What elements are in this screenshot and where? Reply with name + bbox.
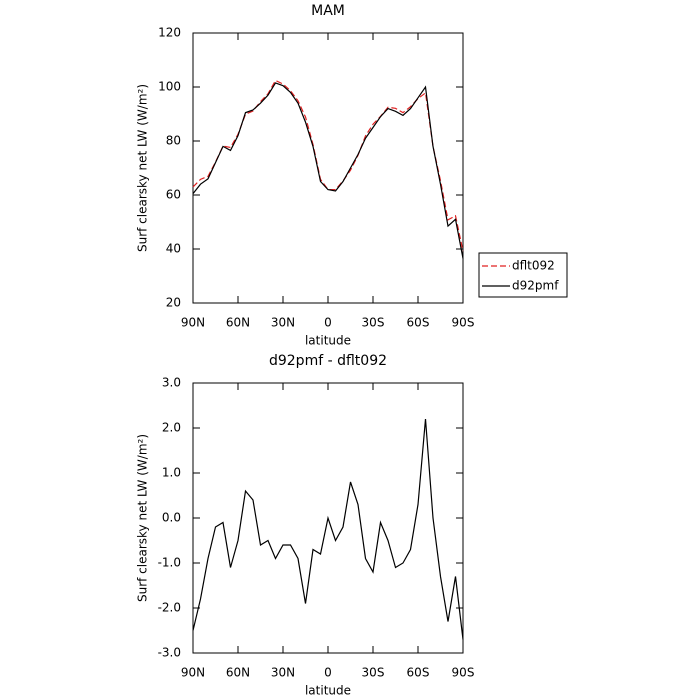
x-tick-label: 30S: [362, 316, 385, 330]
chart-title: d92pmf - dflt092: [269, 353, 387, 369]
x-tick-label: 0: [324, 666, 332, 680]
x-tick-label: 60N: [226, 666, 250, 680]
plot-frame: [192, 32, 464, 304]
x-tick-label: 60S: [407, 316, 430, 330]
y-tick-label: -3.0: [158, 646, 181, 660]
data-line: [192, 82, 464, 259]
y-axis-label: Surf clearsky net LW (W/m²): [136, 84, 150, 252]
x-axis-label: latitude: [305, 684, 351, 698]
x-tick-label: 90N: [181, 316, 205, 330]
y-tick-label: 1.0: [162, 466, 181, 480]
x-tick-label: 30N: [271, 316, 295, 330]
y-tick-label: 0.0: [162, 511, 181, 525]
x-tick-label: 60N: [226, 316, 250, 330]
y-tick-label: -1.0: [158, 556, 181, 570]
y-tick-label: 100: [158, 80, 181, 94]
x-tick-label: 90N: [181, 666, 205, 680]
x-tick-label: 90S: [452, 316, 475, 330]
legend-box: [478, 252, 568, 298]
legend-label: d92pmf: [512, 279, 559, 293]
x-tick-label: 30S: [362, 666, 385, 680]
y-tick-label: 2.0: [162, 421, 181, 435]
y-tick-label: 80: [166, 134, 181, 148]
y-tick-label: 3.0: [162, 376, 181, 390]
y-tick-label: 60: [166, 188, 181, 202]
y-axis-label: Surf clearsky net LW (W/m²): [136, 434, 150, 602]
y-tick-label: 40: [166, 242, 181, 256]
x-tick-label: 0: [324, 316, 332, 330]
y-tick-label: 20: [166, 296, 181, 310]
x-tick-label: 90S: [452, 666, 475, 680]
chart-title: MAM: [311, 3, 345, 19]
legend-label: dflt092: [512, 259, 555, 273]
y-tick-label: 120: [158, 26, 181, 40]
x-tick-label: 30N: [271, 666, 295, 680]
x-axis-label: latitude: [305, 334, 351, 348]
x-tick-label: 60S: [407, 666, 430, 680]
y-tick-label: -2.0: [158, 601, 181, 615]
data-line: [192, 79, 464, 252]
data-line: [192, 418, 464, 640]
